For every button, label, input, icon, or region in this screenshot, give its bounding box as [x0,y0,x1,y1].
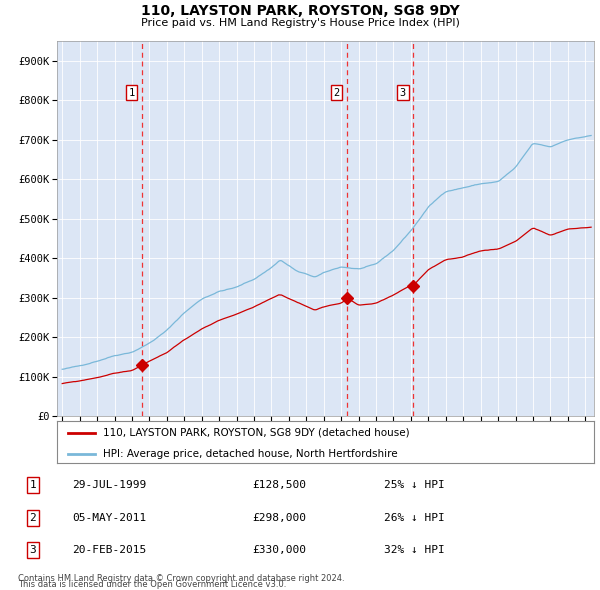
Text: This data is licensed under the Open Government Licence v3.0.: This data is licensed under the Open Gov… [18,581,286,589]
Text: £330,000: £330,000 [252,545,306,555]
Text: 25% ↓ HPI: 25% ↓ HPI [384,480,445,490]
Text: 2: 2 [29,513,37,523]
Text: 110, LAYSTON PARK, ROYSTON, SG8 9DY: 110, LAYSTON PARK, ROYSTON, SG8 9DY [140,4,460,18]
Text: 3: 3 [400,87,406,97]
Text: 3: 3 [29,545,37,555]
Text: 26% ↓ HPI: 26% ↓ HPI [384,513,445,523]
Text: £298,000: £298,000 [252,513,306,523]
Text: 110, LAYSTON PARK, ROYSTON, SG8 9DY (detached house): 110, LAYSTON PARK, ROYSTON, SG8 9DY (det… [103,428,409,438]
Text: 1: 1 [128,87,134,97]
Text: 20-FEB-2015: 20-FEB-2015 [72,545,146,555]
Text: 05-MAY-2011: 05-MAY-2011 [72,513,146,523]
Text: £128,500: £128,500 [252,480,306,490]
Text: 1: 1 [29,480,37,490]
Text: 32% ↓ HPI: 32% ↓ HPI [384,545,445,555]
Text: 2: 2 [334,87,340,97]
Text: 29-JUL-1999: 29-JUL-1999 [72,480,146,490]
Text: HPI: Average price, detached house, North Hertfordshire: HPI: Average price, detached house, Nort… [103,449,397,459]
Text: Price paid vs. HM Land Registry's House Price Index (HPI): Price paid vs. HM Land Registry's House … [140,18,460,28]
Text: Contains HM Land Registry data © Crown copyright and database right 2024.: Contains HM Land Registry data © Crown c… [18,574,344,583]
